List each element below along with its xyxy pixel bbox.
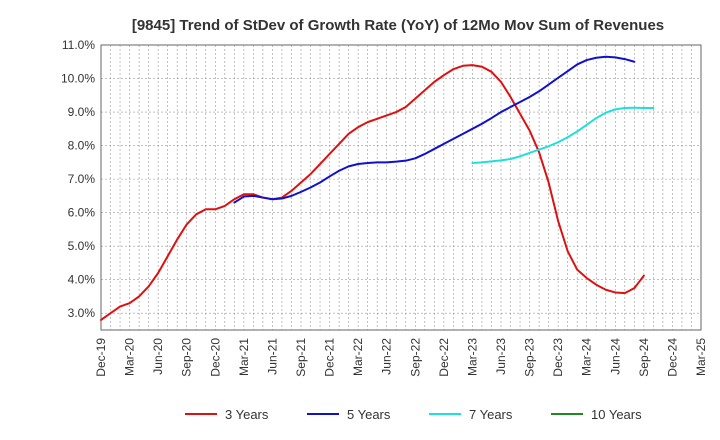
x-tick-label: Dec-24 (665, 338, 679, 377)
legend-label: 7 Years (469, 407, 513, 422)
series-line-3-years (100, 64, 645, 321)
x-tick-label: Sep-21 (294, 338, 308, 377)
series-line-7-years (471, 106, 655, 165)
x-tick-label: Jun-24 (608, 338, 622, 375)
y-tick-label: 6.0% (68, 206, 96, 220)
legend-label: 5 Years (347, 407, 391, 422)
plot-border (100, 44, 702, 331)
series-line-5-years (233, 55, 636, 204)
y-tick-label: 3.0% (68, 306, 96, 320)
y-tick-label: 10.0% (61, 72, 95, 86)
y-tick-label: 4.0% (68, 273, 96, 287)
y-tick-label: 5.0% (68, 239, 96, 253)
y-tick-label: 8.0% (68, 139, 96, 153)
x-tick-label: Sep-20 (180, 338, 194, 377)
x-tick-label: Dec-23 (551, 338, 565, 377)
x-tick-label: Mar-23 (465, 338, 479, 376)
x-tick-label: Mar-24 (580, 338, 594, 376)
y-tick-label: 7.0% (68, 172, 96, 186)
x-tick-label: Mar-20 (123, 338, 137, 376)
y-tick-label: 11.0% (62, 38, 95, 52)
x-tick-label: Mar-21 (237, 338, 251, 376)
x-tick-label: Sep-22 (408, 338, 422, 377)
x-tick-label: Dec-20 (208, 338, 222, 377)
x-tick-label: Jun-22 (380, 338, 394, 375)
x-tick-label: Sep-24 (637, 338, 651, 377)
legend-label: 10 Years (591, 407, 642, 422)
chart-title: [9845] Trend of StDev of Growth Rate (Yo… (132, 17, 664, 34)
y-tick-label: 9.0% (68, 105, 96, 119)
x-tick-label: Dec-19 (94, 338, 108, 377)
x-tick-label: Mar-22 (351, 338, 365, 376)
legend: 3 Years 5 Years 7 Years 10 Years (185, 407, 642, 422)
x-tick-label: Mar-25 (694, 338, 708, 376)
x-tick-label: Dec-22 (437, 338, 451, 377)
legend-label: 3 Years (225, 407, 269, 422)
x-tick-label: Jun-21 (265, 338, 279, 375)
x-tick-label: Dec-21 (323, 338, 337, 377)
x-tick-label: Sep-23 (523, 338, 537, 377)
plot-area: 3.0% 4.0% 5.0% 6.0% 7.0% 8.0% 9.0% 10.0% 11.0% De… (61, 38, 708, 377)
plot-background (101, 45, 701, 330)
x-tick-label: Jun-23 (494, 338, 508, 375)
x-tick-label: Jun-20 (151, 338, 165, 375)
